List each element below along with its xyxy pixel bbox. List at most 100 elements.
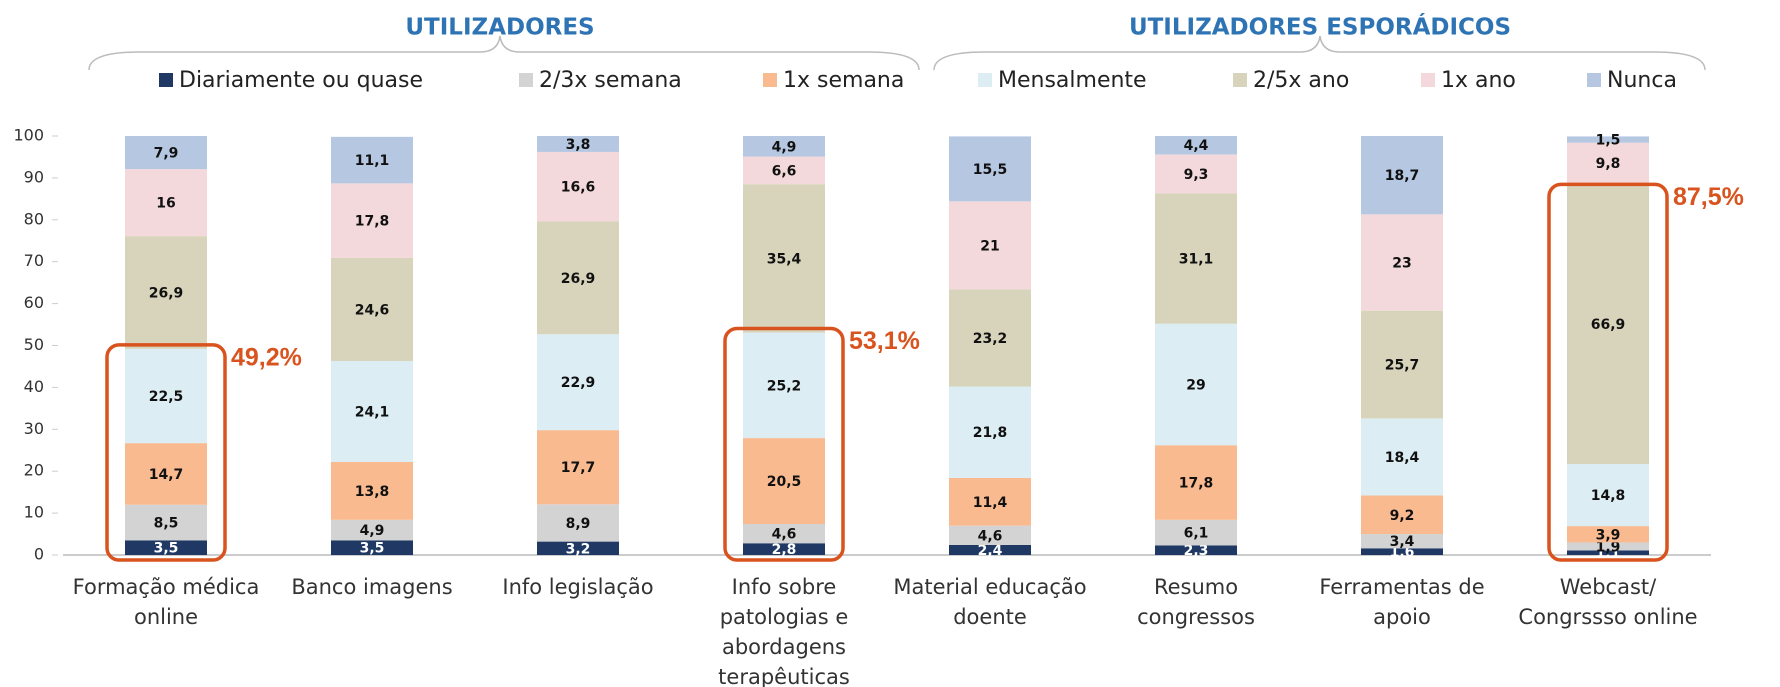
bar-segment bbox=[1361, 495, 1443, 535]
data-label: 1,9 bbox=[1596, 539, 1621, 555]
bar-segment bbox=[125, 504, 207, 541]
data-label: 4,4 bbox=[1184, 138, 1209, 154]
bar-segment bbox=[1361, 310, 1443, 419]
x-tick-label: Banco imagens bbox=[291, 575, 453, 599]
y-tick-label: 60 bbox=[24, 293, 44, 312]
data-label: 6,6 bbox=[772, 163, 797, 179]
legend-label: 2/5x ano bbox=[1253, 68, 1349, 93]
bar-segment bbox=[537, 151, 619, 222]
data-label: 2,3 bbox=[1184, 543, 1209, 559]
data-label: 6,1 bbox=[1184, 526, 1209, 542]
data-label: 4,9 bbox=[772, 139, 797, 155]
bar-segment bbox=[1361, 214, 1443, 311]
bar-segment bbox=[537, 504, 619, 542]
bar-segment bbox=[1155, 445, 1237, 520]
data-label: 7,9 bbox=[154, 146, 179, 162]
data-label: 3,5 bbox=[154, 541, 179, 557]
y-tick-label: 70 bbox=[24, 251, 44, 270]
data-label: 3,2 bbox=[566, 541, 591, 557]
bar-segment bbox=[1155, 193, 1237, 324]
data-label: 14,8 bbox=[1591, 488, 1626, 504]
group-brace bbox=[933, 35, 1706, 71]
group-brace bbox=[88, 35, 920, 71]
annotation: 49,2% bbox=[231, 343, 302, 371]
annotation: 87,5% bbox=[1673, 183, 1744, 211]
legend-swatch bbox=[519, 73, 533, 87]
bar-segment bbox=[1567, 526, 1649, 543]
data-label: 15,5 bbox=[973, 162, 1008, 178]
highlight-box bbox=[105, 343, 227, 562]
bar-segment bbox=[331, 136, 413, 184]
legend-label: Diariamente ou quase bbox=[179, 68, 423, 93]
y-tick-label: 40 bbox=[24, 377, 44, 396]
data-label: 26,9 bbox=[561, 271, 596, 287]
data-label: 18,4 bbox=[1385, 450, 1420, 466]
data-label: 4,6 bbox=[772, 527, 797, 543]
bar-segment bbox=[125, 540, 207, 555]
x-tick-label: Material educação doente bbox=[893, 575, 1087, 629]
data-label: 1,6 bbox=[1390, 545, 1415, 561]
bar-segment bbox=[949, 544, 1031, 555]
data-label: 22,9 bbox=[561, 375, 596, 391]
bar-segment bbox=[125, 169, 207, 237]
data-label: 9,2 bbox=[1390, 508, 1415, 524]
data-label: 11,1 bbox=[355, 153, 390, 169]
data-label: 2,4 bbox=[978, 543, 1003, 559]
bar-segment bbox=[949, 289, 1031, 387]
legend-label: Mensalmente bbox=[998, 68, 1147, 93]
bar-segment bbox=[1567, 142, 1649, 184]
bar-segment bbox=[1155, 323, 1237, 446]
data-label: 29 bbox=[1186, 377, 1205, 393]
data-label: 25,2 bbox=[767, 378, 802, 394]
bar-segment bbox=[537, 221, 619, 335]
bar-segment bbox=[537, 541, 619, 555]
data-label: 14,7 bbox=[149, 467, 184, 483]
bar-segment bbox=[331, 361, 413, 462]
data-label: 23,2 bbox=[973, 331, 1008, 347]
bar-segment bbox=[743, 523, 825, 544]
data-label: 31,1 bbox=[1179, 252, 1214, 268]
legend-swatch bbox=[159, 73, 173, 87]
bar-segment bbox=[743, 156, 825, 185]
bar-segment bbox=[537, 430, 619, 505]
bar-segment bbox=[743, 184, 825, 333]
bar-segment bbox=[1567, 542, 1649, 551]
data-label: 4,9 bbox=[360, 523, 385, 539]
group-header: UTILIZADORES ESPORÁDICOS bbox=[1129, 13, 1511, 41]
data-label: 21 bbox=[980, 238, 999, 254]
data-label: 3,5 bbox=[360, 541, 385, 557]
y-tick-label: 20 bbox=[24, 461, 44, 480]
data-label: 23 bbox=[1392, 256, 1411, 272]
data-label: 13,8 bbox=[355, 484, 390, 500]
data-label: 9,3 bbox=[1184, 167, 1209, 183]
data-label: 3,9 bbox=[1596, 527, 1621, 543]
bar-segment bbox=[125, 136, 207, 170]
bar-segment bbox=[537, 334, 619, 431]
bar-segment bbox=[125, 348, 207, 444]
data-label: 3,8 bbox=[566, 137, 591, 153]
bar-segment bbox=[1155, 545, 1237, 555]
bar-segment bbox=[331, 540, 413, 555]
legend-label: 2/3x semana bbox=[539, 68, 682, 93]
annotation: 53,1% bbox=[849, 327, 920, 355]
bar-segment bbox=[1155, 154, 1237, 194]
bar-segment bbox=[331, 257, 413, 362]
highlight-box bbox=[723, 326, 845, 562]
x-tick-label: Info legislação bbox=[502, 575, 654, 599]
data-label: 8,9 bbox=[566, 516, 591, 532]
data-label: 3,4 bbox=[1390, 534, 1415, 550]
bar-segment bbox=[331, 183, 413, 258]
bar-segment bbox=[1567, 464, 1649, 527]
bar-segment bbox=[949, 386, 1031, 478]
x-tick-label: Info sobre patologias e abordagens terap… bbox=[718, 575, 850, 687]
bar-segment bbox=[1361, 534, 1443, 549]
legend-label: Nunca bbox=[1607, 68, 1677, 93]
data-label: 20,5 bbox=[767, 474, 802, 490]
bar-segment bbox=[331, 519, 413, 541]
y-tick-label: 80 bbox=[24, 209, 44, 228]
data-label: 4,6 bbox=[978, 528, 1003, 544]
y-tick-label: 30 bbox=[24, 419, 44, 438]
group-header: UTILIZADORES bbox=[405, 15, 594, 41]
data-label: 25,7 bbox=[1385, 358, 1420, 374]
